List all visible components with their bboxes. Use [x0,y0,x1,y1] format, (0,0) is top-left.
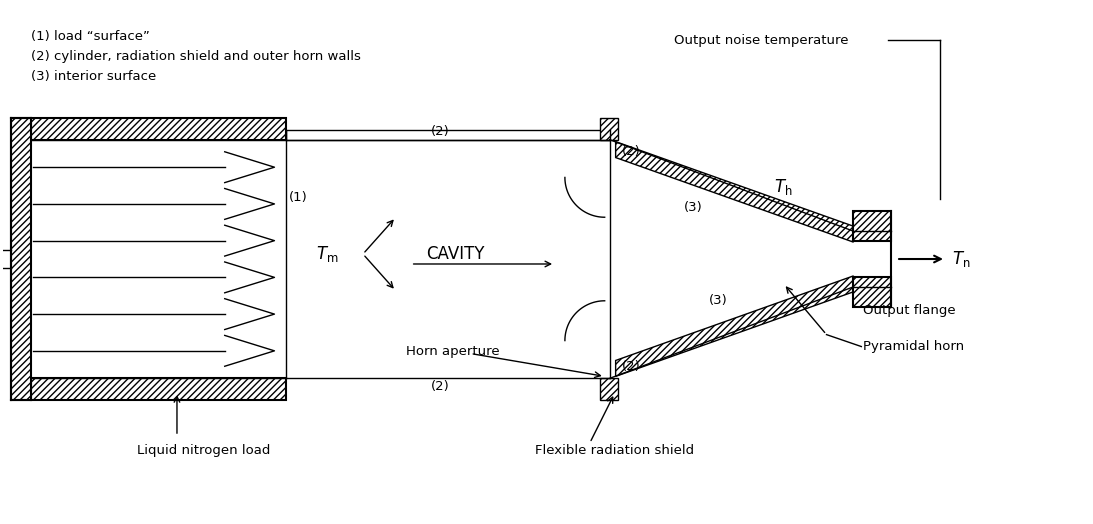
Text: (3): (3) [684,201,703,214]
Bar [600,118,618,140]
Text: Pyramidal horn: Pyramidal horn [863,340,964,353]
Text: CAVITY: CAVITY [426,245,484,263]
Text: $T_{\mathrm{m}}$: $T_{\mathrm{m}}$ [316,244,339,264]
Text: (2): (2) [432,380,450,394]
Text: Output flange: Output flange [863,304,956,317]
Text: $T_{\mathrm{n}}$: $T_{\mathrm{n}}$ [952,249,971,269]
Text: (1): (1) [290,191,308,204]
Text: (2): (2) [622,361,640,374]
Text: (3) interior surface: (3) interior surface [31,70,156,83]
Bar [854,277,891,307]
Text: (2): (2) [622,145,640,158]
Text: Liquid nitrogen load: Liquid nitrogen load [138,444,271,457]
Text: (2): (2) [432,125,450,138]
Bar [31,378,286,400]
Polygon shape [615,276,854,376]
Polygon shape [615,141,854,242]
Bar [286,130,610,140]
Text: (2) cylinder, radiation shield and outer horn walls: (2) cylinder, radiation shield and outer… [31,50,361,63]
Text: $T_{\mathrm{h}}$: $T_{\mathrm{h}}$ [774,178,792,198]
Bar [11,118,31,400]
Text: Output noise temperature: Output noise temperature [674,34,849,47]
Text: (1) load “surface”: (1) load “surface” [31,30,150,43]
Text: Horn aperture: Horn aperture [406,345,500,358]
Text: Flexible radiation shield: Flexible radiation shield [536,444,694,457]
Text: (3): (3) [709,294,728,307]
Bar [854,211,891,241]
Bar [600,378,618,400]
Bar [31,118,286,140]
